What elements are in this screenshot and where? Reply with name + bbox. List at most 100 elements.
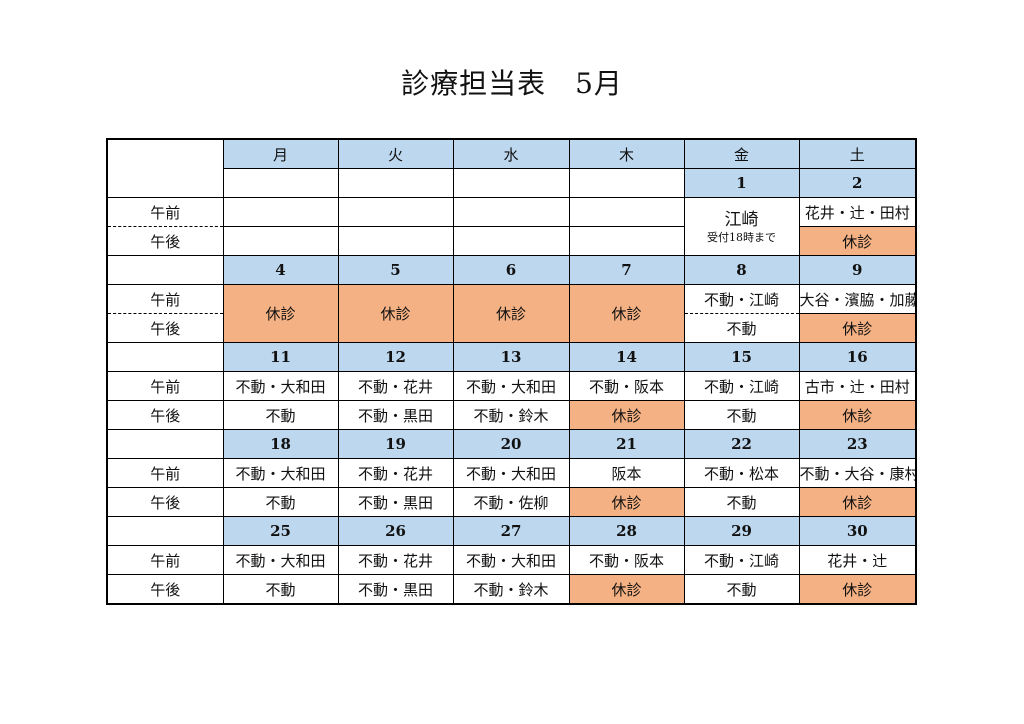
date-cell: 23 bbox=[798, 429, 917, 459]
date-row: 11 12 13 14 15 16 bbox=[106, 342, 917, 372]
schedule-cell: 不動 bbox=[683, 313, 800, 343]
schedule-cell: 大谷・濱脇・加藤 bbox=[798, 284, 917, 314]
day-header-row: 月 火 水 木 金 土 bbox=[106, 138, 917, 198]
date-cell: 18 bbox=[222, 429, 339, 459]
blank-label-cell bbox=[106, 429, 224, 459]
date-cell: 22 bbox=[683, 429, 800, 459]
schedule-cell: 不動 bbox=[683, 574, 800, 605]
date-cell: 6 bbox=[452, 255, 570, 285]
schedule-cell: 不動・大和田 bbox=[222, 458, 339, 488]
am-row: 午前 不動・大和田 不動・花井 不動・大和田 阪本 不動・松本 不動・大谷・康村 bbox=[106, 458, 917, 488]
schedule-cell: 不動・黒田 bbox=[337, 400, 454, 430]
closed-cell: 休診 bbox=[798, 487, 917, 517]
date-cell: 5 bbox=[337, 255, 454, 285]
closed-cell: 休診 bbox=[798, 574, 917, 605]
blank-label-cell bbox=[106, 516, 224, 546]
pm-label: 午後 bbox=[106, 226, 224, 256]
closed-cell: 休診 bbox=[798, 313, 917, 343]
schedule-cell: 不動・大和田 bbox=[222, 371, 339, 401]
day-header: 木 bbox=[568, 138, 685, 169]
closed-cell: 休診 bbox=[568, 487, 685, 517]
schedule-cell bbox=[337, 226, 454, 256]
date-cell: 21 bbox=[568, 429, 685, 459]
schedule-cell: 不動 bbox=[222, 400, 339, 430]
schedule-cell: 古市・辻・田村 bbox=[798, 371, 917, 401]
date-cell: 1 bbox=[683, 168, 800, 198]
schedule-cell: 不動・江崎 bbox=[683, 545, 800, 575]
schedule-cell: 不動 bbox=[683, 487, 800, 517]
am-label: 午前 bbox=[106, 284, 224, 314]
am-row: 午前 不動・大和田 不動・花井 不動・大和田 不動・阪本 不動・江崎 花井・辻 bbox=[106, 545, 917, 575]
closed-cell: 休診 bbox=[568, 400, 685, 430]
date-cell: 26 bbox=[337, 516, 454, 546]
pm-row: 午後 不動 不動・黒田 不動・鈴木 休診 不動 休診 bbox=[106, 574, 917, 605]
date-cell: 28 bbox=[568, 516, 685, 546]
closed-cell: 休診 bbox=[337, 284, 454, 343]
day-header: 火 bbox=[337, 138, 454, 169]
schedule-table: 月 火 水 木 金 土 1 2 午前 江崎 受付18時まで bbox=[106, 138, 917, 605]
schedule-cell: 不動 bbox=[683, 400, 800, 430]
date-row: 18 19 20 21 22 23 bbox=[106, 429, 917, 459]
schedule-cell bbox=[337, 197, 454, 227]
am-label: 午前 bbox=[106, 545, 224, 575]
pm-row: 午後 不動 休診 bbox=[106, 313, 917, 343]
schedule-cell: 不動・佐柳 bbox=[452, 487, 570, 517]
schedule-cell: 不動・大和田 bbox=[222, 545, 339, 575]
schedule-cell: 不動・大和田 bbox=[452, 545, 570, 575]
day-header: 水 bbox=[452, 138, 570, 169]
closed-cell: 休診 bbox=[222, 284, 339, 343]
pm-label: 午後 bbox=[106, 313, 224, 343]
date-cell: 8 bbox=[683, 255, 800, 285]
schedule-cell: 不動・花井 bbox=[337, 371, 454, 401]
schedule-cell: 不動・黒田 bbox=[337, 574, 454, 605]
date-cell: 15 bbox=[683, 342, 800, 372]
closed-cell: 休診 bbox=[452, 284, 570, 343]
closed-cell: 休診 bbox=[798, 400, 917, 430]
date-cell: 25 bbox=[222, 516, 339, 546]
schedule-cell: 不動・黒田 bbox=[337, 487, 454, 517]
schedule-cell: 不動 bbox=[222, 487, 339, 517]
schedule-cell: 花井・辻 bbox=[798, 545, 917, 575]
pm-row: 午後 不動 不動・黒田 不動・佐柳 休診 不動 休診 bbox=[106, 487, 917, 517]
closed-cell: 休診 bbox=[568, 284, 685, 343]
date-row: 25 26 27 28 29 30 bbox=[106, 516, 917, 546]
date-cell: 16 bbox=[798, 342, 917, 372]
schedule-cell: 不動・大和田 bbox=[452, 371, 570, 401]
date-cell: 4 bbox=[222, 255, 339, 285]
schedule-cell bbox=[222, 197, 339, 227]
pm-label: 午後 bbox=[106, 400, 224, 430]
day-header: 土 bbox=[798, 138, 917, 169]
schedule-cell bbox=[452, 226, 570, 256]
page-title: 診療担当表 5月 bbox=[401, 67, 623, 100]
date-cell: 11 bbox=[222, 342, 339, 372]
schedule-cell bbox=[222, 226, 339, 256]
schedule-cell: 不動・花井 bbox=[337, 545, 454, 575]
date-cell: 7 bbox=[568, 255, 685, 285]
empty-date-cell bbox=[337, 168, 454, 198]
date-cell: 29 bbox=[683, 516, 800, 546]
schedule-cell: 不動・鈴木 bbox=[452, 574, 570, 605]
date-row: 4 5 6 7 8 9 bbox=[106, 255, 917, 285]
date-cell: 30 bbox=[798, 516, 917, 546]
schedule-cell: 不動・大和田 bbox=[452, 458, 570, 488]
schedule-cell-friday: 江崎 受付18時まで bbox=[683, 197, 800, 256]
am-row: 午前 江崎 受付18時まで 花井・辻・田村 bbox=[106, 197, 917, 256]
empty-date-cell bbox=[452, 168, 570, 198]
empty-date-cell bbox=[568, 168, 685, 198]
reception-note: 受付18時まで bbox=[707, 230, 776, 244]
doctor-names: 江崎 bbox=[724, 209, 759, 230]
am-row: 午前 不動・大和田 不動・花井 不動・大和田 不動・阪本 不動・江崎 古市・辻・… bbox=[106, 371, 917, 401]
empty-date-cell bbox=[222, 168, 339, 198]
date-cell: 14 bbox=[568, 342, 685, 372]
date-cell: 13 bbox=[452, 342, 570, 372]
am-label: 午前 bbox=[106, 458, 224, 488]
blank-label-cell bbox=[106, 342, 224, 372]
schedule-cell bbox=[568, 226, 685, 256]
schedule-cell: 不動・大谷・康村 bbox=[798, 458, 917, 488]
schedule-cell: 不動・江崎 bbox=[683, 371, 800, 401]
schedule-cell bbox=[568, 197, 685, 227]
pm-label: 午後 bbox=[106, 487, 224, 517]
day-header: 月 bbox=[222, 138, 339, 169]
closed-cell: 休診 bbox=[798, 226, 917, 256]
schedule-cell: 不動・花井 bbox=[337, 458, 454, 488]
